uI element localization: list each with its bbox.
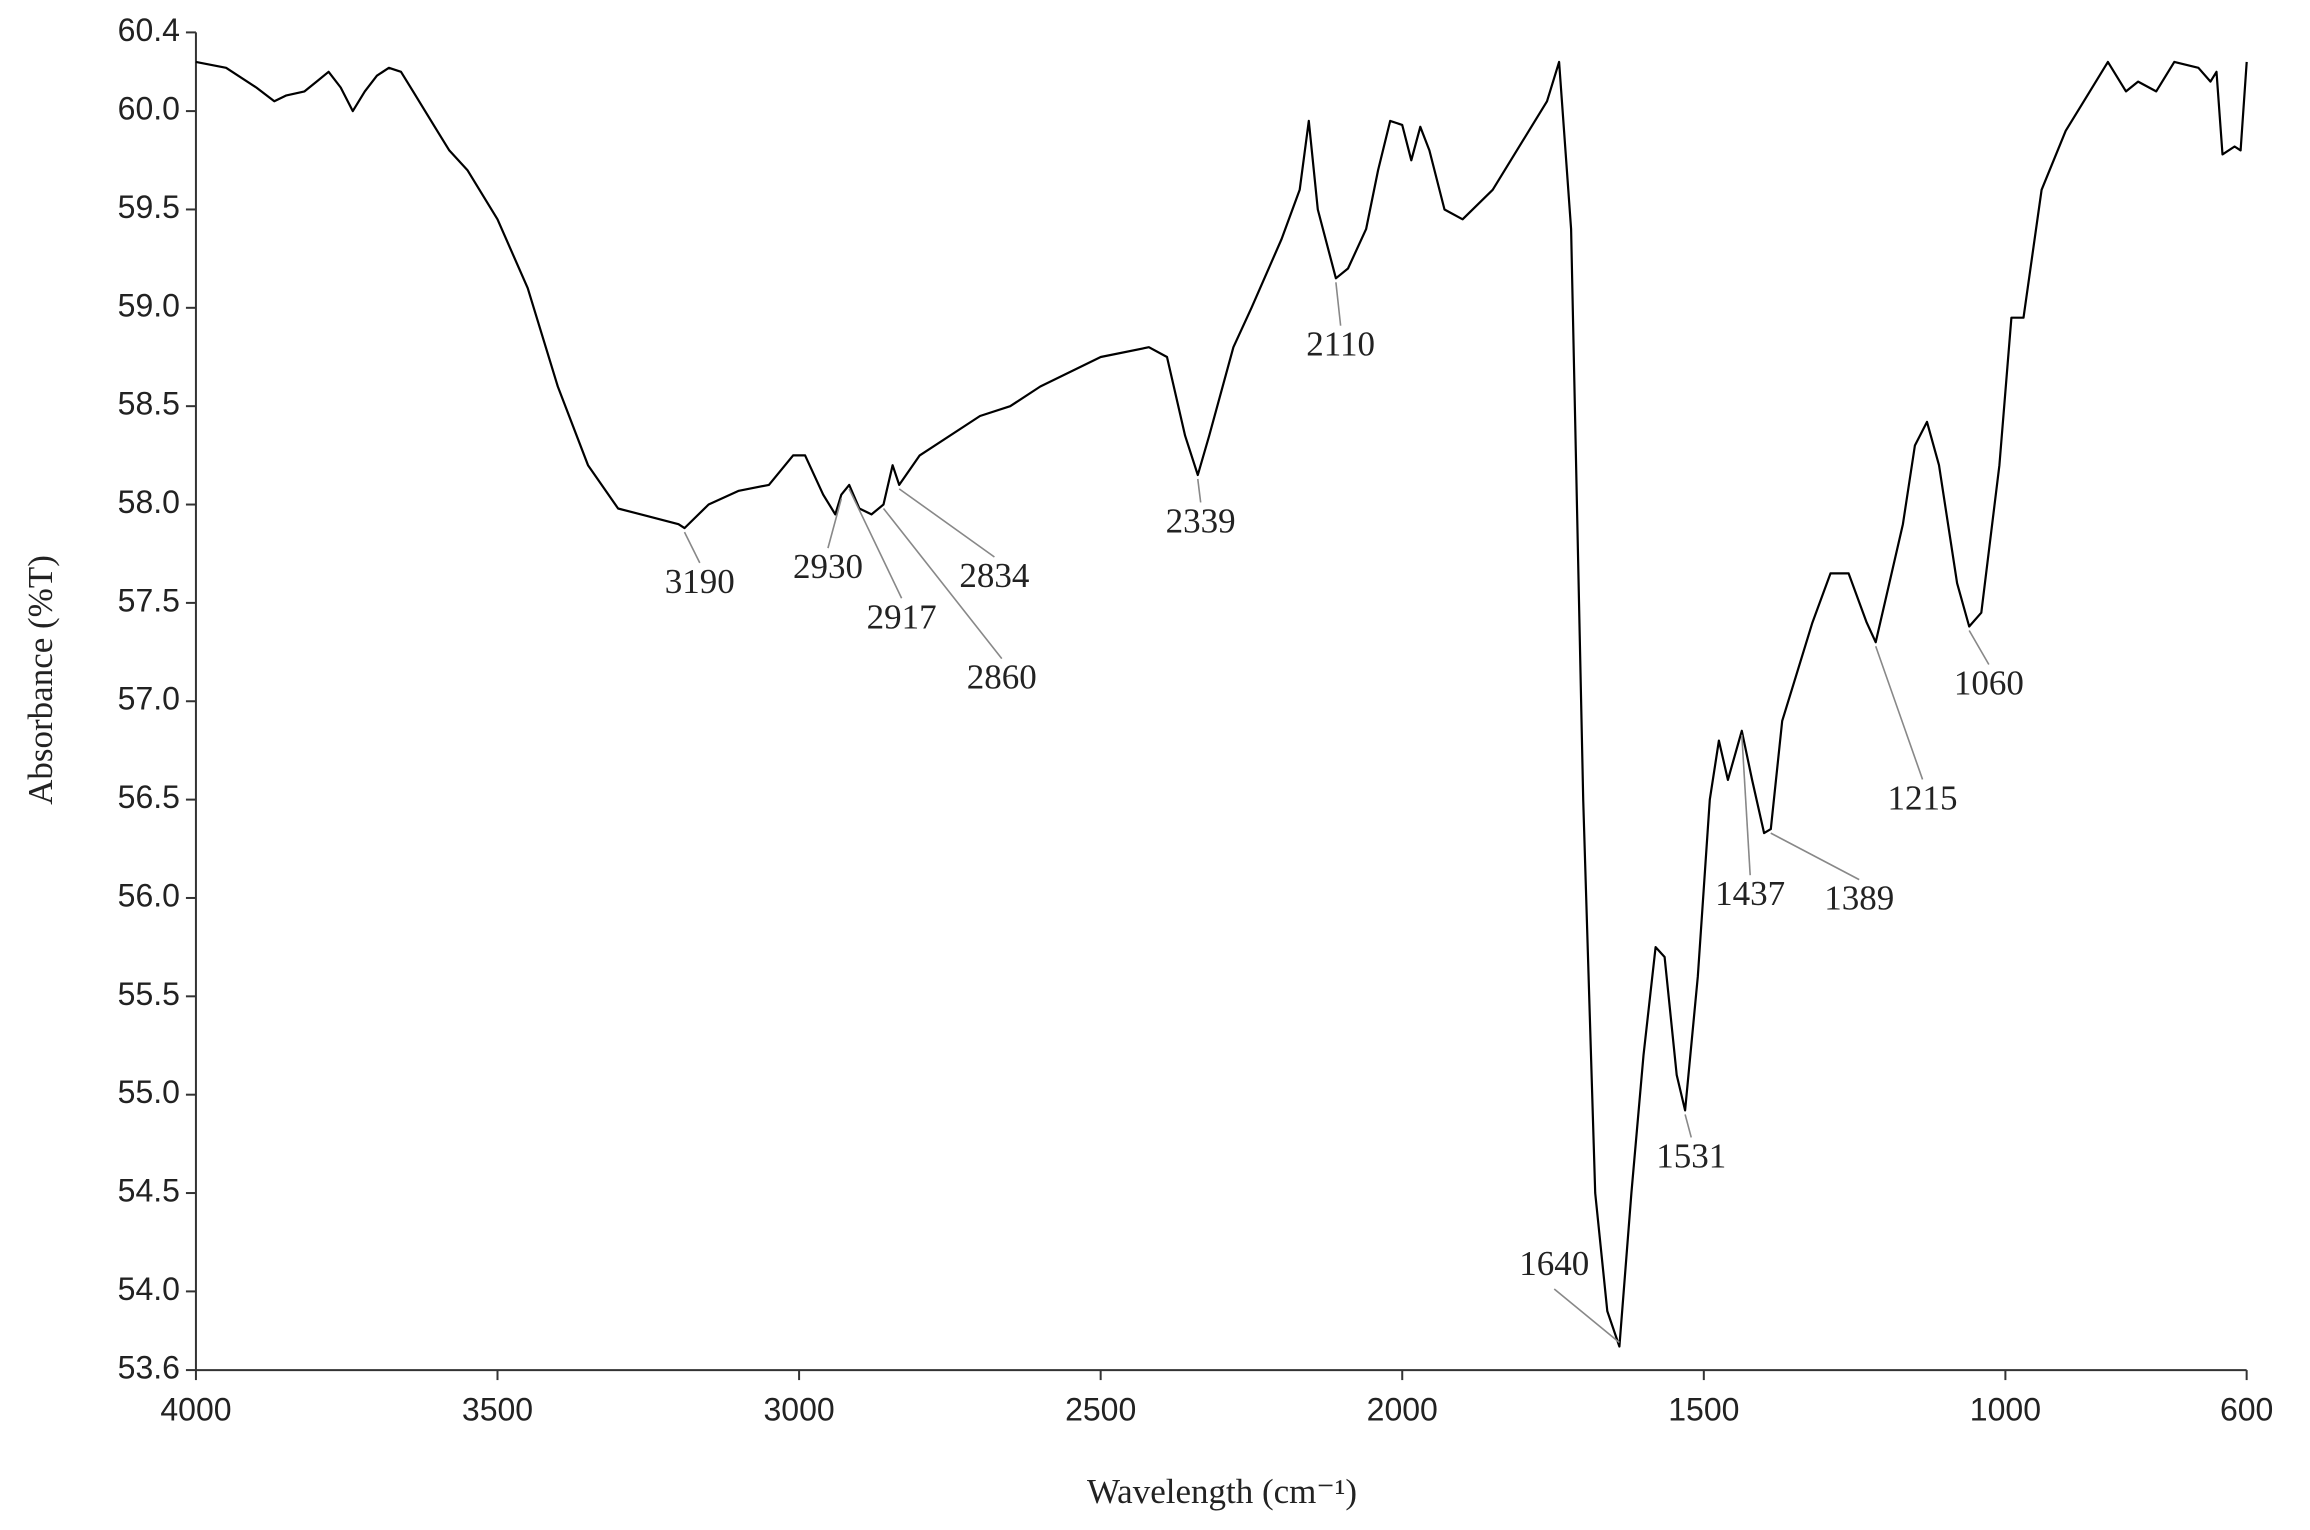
leader-line <box>1741 734 1751 876</box>
x-axis-title: Wavelength (cm⁻¹) <box>1087 1472 1357 1511</box>
leader-line <box>1874 645 1924 780</box>
y-tick-label: 58.5 <box>118 386 180 422</box>
y-tick-label: 57.5 <box>118 582 180 618</box>
leader-line <box>1196 478 1202 503</box>
y-tick-label: 55.0 <box>118 1074 180 1110</box>
y-tick-label: 60.0 <box>118 91 180 127</box>
peak-label: 1437 <box>1715 874 1785 913</box>
y-tick-label: 54.5 <box>118 1172 180 1208</box>
leader-line <box>827 498 843 549</box>
x-tick-label: 1500 <box>1668 1392 1739 1428</box>
y-axis-title: Absorbance (%T) <box>21 555 60 805</box>
y-tick-label: 56.0 <box>118 877 180 913</box>
x-tick-label: 600 <box>2220 1392 2273 1428</box>
peak-label: 1215 <box>1888 778 1958 817</box>
leader-line <box>848 488 903 599</box>
peak-label: 2930 <box>793 547 863 586</box>
y-tick-label: 59.0 <box>118 287 180 323</box>
spectrum-line <box>195 60 2248 1348</box>
peak-label: 2860 <box>967 658 1037 697</box>
peak-label: 1389 <box>1824 879 1894 918</box>
x-tick-label: 2000 <box>1367 1392 1438 1428</box>
leader-line <box>898 488 995 558</box>
peak-label: 1640 <box>1519 1244 1589 1283</box>
leader-line <box>1968 630 1990 665</box>
peak-label: 2917 <box>867 597 937 636</box>
leader-line <box>1684 1114 1693 1138</box>
y-tick-label: 59.5 <box>118 189 180 225</box>
peak-label: 1060 <box>1954 664 2024 703</box>
leader-line <box>882 508 1003 660</box>
y-tick-label: 53.6 <box>118 1350 180 1386</box>
y-tick-label: 55.5 <box>118 976 180 1012</box>
y-tick-label: 56.5 <box>118 779 180 815</box>
peak-label: 2110 <box>1306 325 1375 364</box>
peak-label: 2339 <box>1166 501 1236 540</box>
y-tick-label: 58.0 <box>118 484 180 520</box>
leader-line <box>1553 1288 1620 1344</box>
peak-label: 3190 <box>665 562 735 601</box>
x-tick-label: 2500 <box>1065 1392 1136 1428</box>
leader-line <box>1335 282 1342 326</box>
y-tick-label: 60.4 <box>118 12 180 48</box>
x-tick-label: 4000 <box>160 1392 231 1428</box>
leader-line <box>1770 832 1860 881</box>
x-tick-label: 1000 <box>1970 1392 2041 1428</box>
x-tick-label: 3500 <box>462 1392 533 1428</box>
x-tick-label: 3000 <box>763 1392 834 1428</box>
peak-label: 2834 <box>959 556 1029 595</box>
y-tick-label: 57.0 <box>118 681 180 717</box>
peak-label: 1531 <box>1656 1136 1726 1175</box>
y-tick-label: 54.0 <box>118 1271 180 1307</box>
leader-line <box>683 531 701 564</box>
